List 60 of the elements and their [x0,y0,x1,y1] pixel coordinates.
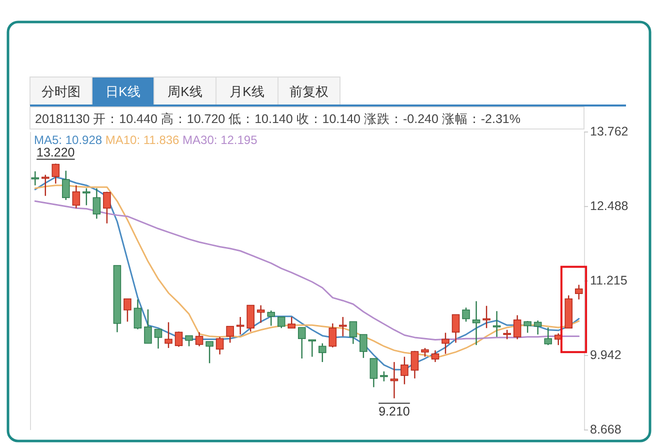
candlestick [154,328,162,350]
candlestick [144,308,152,344]
candlestick [195,332,204,347]
candlestick [524,320,532,334]
candlestick [339,316,347,337]
y-tick-label: 9.942 [590,348,622,362]
candlestick [482,305,490,329]
y-tick-label: 12.488 [590,198,628,213]
candlestick [513,314,522,340]
candlestick [400,356,408,385]
candlestick [308,339,316,358]
candlestick [492,310,501,338]
candlestick [124,298,132,322]
candlestick [31,170,40,186]
candlestick [534,320,542,336]
candlestick [185,335,193,347]
candlestick [267,310,275,326]
candlestick [472,300,480,346]
candlestick [92,188,101,220]
candlestick [574,284,583,300]
candlestick [134,298,142,330]
candlestick [216,336,224,356]
candlestick [236,316,244,336]
candlestick [360,334,368,359]
annotation: 13.220 [36,146,75,160]
candlestick [503,329,511,340]
candlestick [256,304,265,324]
tabs: 分时图 日K线 周K线 月K线 前复权 [30,76,340,106]
candlestick [328,322,337,348]
candlestick [544,326,552,346]
candlestick [62,170,70,201]
y-tick-label: 11.215 [590,273,628,288]
candlestick [42,174,50,196]
candlestick [298,326,306,360]
candlestick [452,314,460,344]
candlestick [442,332,450,354]
candlestick [410,350,419,380]
candlestick [82,188,90,206]
candlestick [52,163,60,184]
candlestick [431,350,440,363]
candlestick [164,322,172,349]
candlestick [349,321,358,344]
candlestick [103,191,111,224]
candlestick [72,184,80,209]
candlestick [288,316,296,329]
y-tick-label: 8.668 [590,422,622,436]
candlestick [206,340,214,364]
candlestick [370,358,378,388]
candlestick [226,326,234,344]
candlestick [174,331,183,348]
candlestick [390,361,398,399]
candlestick [246,304,254,332]
candlestick [318,342,326,363]
y-tick-label: 13.762 [590,124,628,138]
candlestick [277,316,286,329]
candlestick [462,307,470,322]
legend: MA5: 10.928 MA10: 11.836 MA30: 12.195 [34,133,258,147]
annotation: 9.210 [378,404,410,418]
candlestick [380,370,388,382]
chart-subtitle: 20181130 开：10.440 高：10.720 低：10.140 收：10.140 涨跌：-0.240 涨幅：-2.31% [35,111,521,126]
